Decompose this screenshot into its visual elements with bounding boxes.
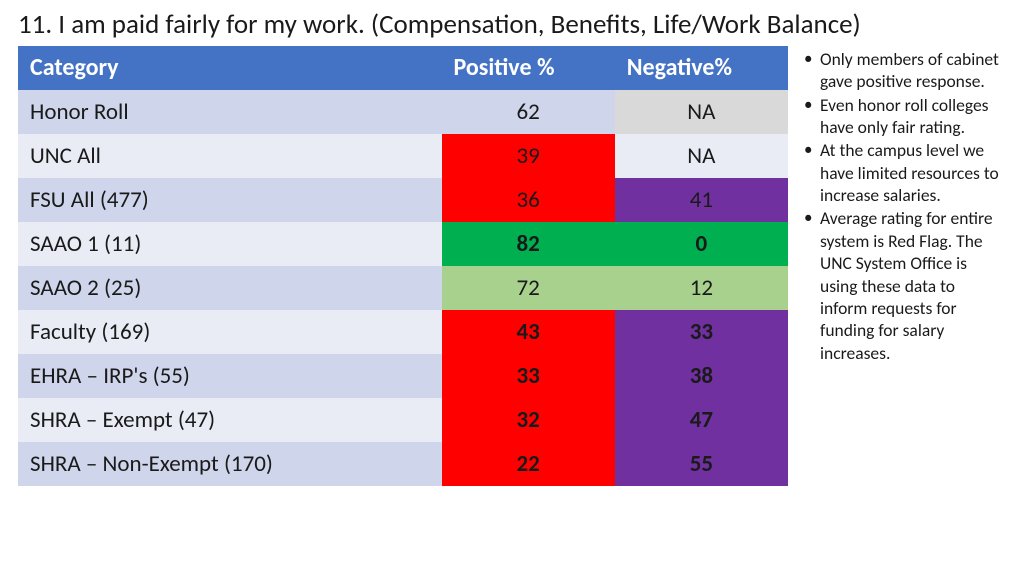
cell-category: EHRA – IRP's (55): [18, 354, 442, 398]
note-item: Only members of cabinet gave positive re…: [802, 48, 1006, 93]
cell-positive: 43: [442, 310, 615, 354]
cell-category: SAAO 2 (25): [18, 266, 442, 310]
survey-table: Category Positive % Negative% Honor Roll…: [18, 46, 788, 486]
cell-category: UNC All: [18, 134, 442, 178]
cell-positive: 22: [442, 442, 615, 486]
table-row: SHRA – Non-Exempt (170)2255: [18, 442, 788, 486]
table-row: SAAO 1 (11)820: [18, 222, 788, 266]
cell-positive: 33: [442, 354, 615, 398]
table-row: SHRA – Exempt (47)3247: [18, 398, 788, 442]
cell-category: SHRA – Non-Exempt (170): [18, 442, 442, 486]
col-header-negative: Negative%: [615, 46, 788, 90]
cell-category: Faculty (169): [18, 310, 442, 354]
slide-title: 11. I am paid fairly for my work. (Compe…: [18, 8, 1006, 42]
cell-positive: 39: [442, 134, 615, 178]
cell-category: Honor Roll: [18, 90, 442, 134]
cell-positive: 36: [442, 178, 615, 222]
cell-category: FSU All (477): [18, 178, 442, 222]
note-item: At the campus level we have limited reso…: [802, 139, 1006, 206]
table-body: Honor Roll62NAUNC All39NAFSU All (477)36…: [18, 90, 788, 486]
cell-negative: NA: [615, 90, 788, 134]
cell-positive: 82: [442, 222, 615, 266]
notes-list: Only members of cabinet gave positive re…: [802, 48, 1006, 364]
cell-negative: 12: [615, 266, 788, 310]
content-row: Category Positive % Negative% Honor Roll…: [18, 46, 1006, 568]
note-item: Average rating for entire system is Red …: [802, 207, 1006, 364]
cell-negative: 0: [615, 222, 788, 266]
table-container: Category Positive % Negative% Honor Roll…: [18, 46, 788, 568]
notes-panel: Only members of cabinet gave positive re…: [802, 46, 1006, 568]
table-row: UNC All39NA: [18, 134, 788, 178]
cell-positive: 72: [442, 266, 615, 310]
cell-negative: 47: [615, 398, 788, 442]
cell-category: SAAO 1 (11): [18, 222, 442, 266]
slide-container: 11. I am paid fairly for my work. (Compe…: [0, 0, 1024, 576]
col-header-positive: Positive %: [442, 46, 615, 90]
table-row: Honor Roll62NA: [18, 90, 788, 134]
cell-category: SHRA – Exempt (47): [18, 398, 442, 442]
cell-negative: NA: [615, 134, 788, 178]
cell-negative: 33: [615, 310, 788, 354]
table-header-row: Category Positive % Negative%: [18, 46, 788, 90]
cell-positive: 62: [442, 90, 615, 134]
table-row: FSU All (477)3641: [18, 178, 788, 222]
cell-positive: 32: [442, 398, 615, 442]
cell-negative: 41: [615, 178, 788, 222]
cell-negative: 38: [615, 354, 788, 398]
note-item: Even honor roll colleges have only fair …: [802, 94, 1006, 139]
cell-negative: 55: [615, 442, 788, 486]
table-row: EHRA – IRP's (55)3338: [18, 354, 788, 398]
col-header-category: Category: [18, 46, 442, 90]
table-row: Faculty (169)4333: [18, 310, 788, 354]
table-row: SAAO 2 (25)7212: [18, 266, 788, 310]
